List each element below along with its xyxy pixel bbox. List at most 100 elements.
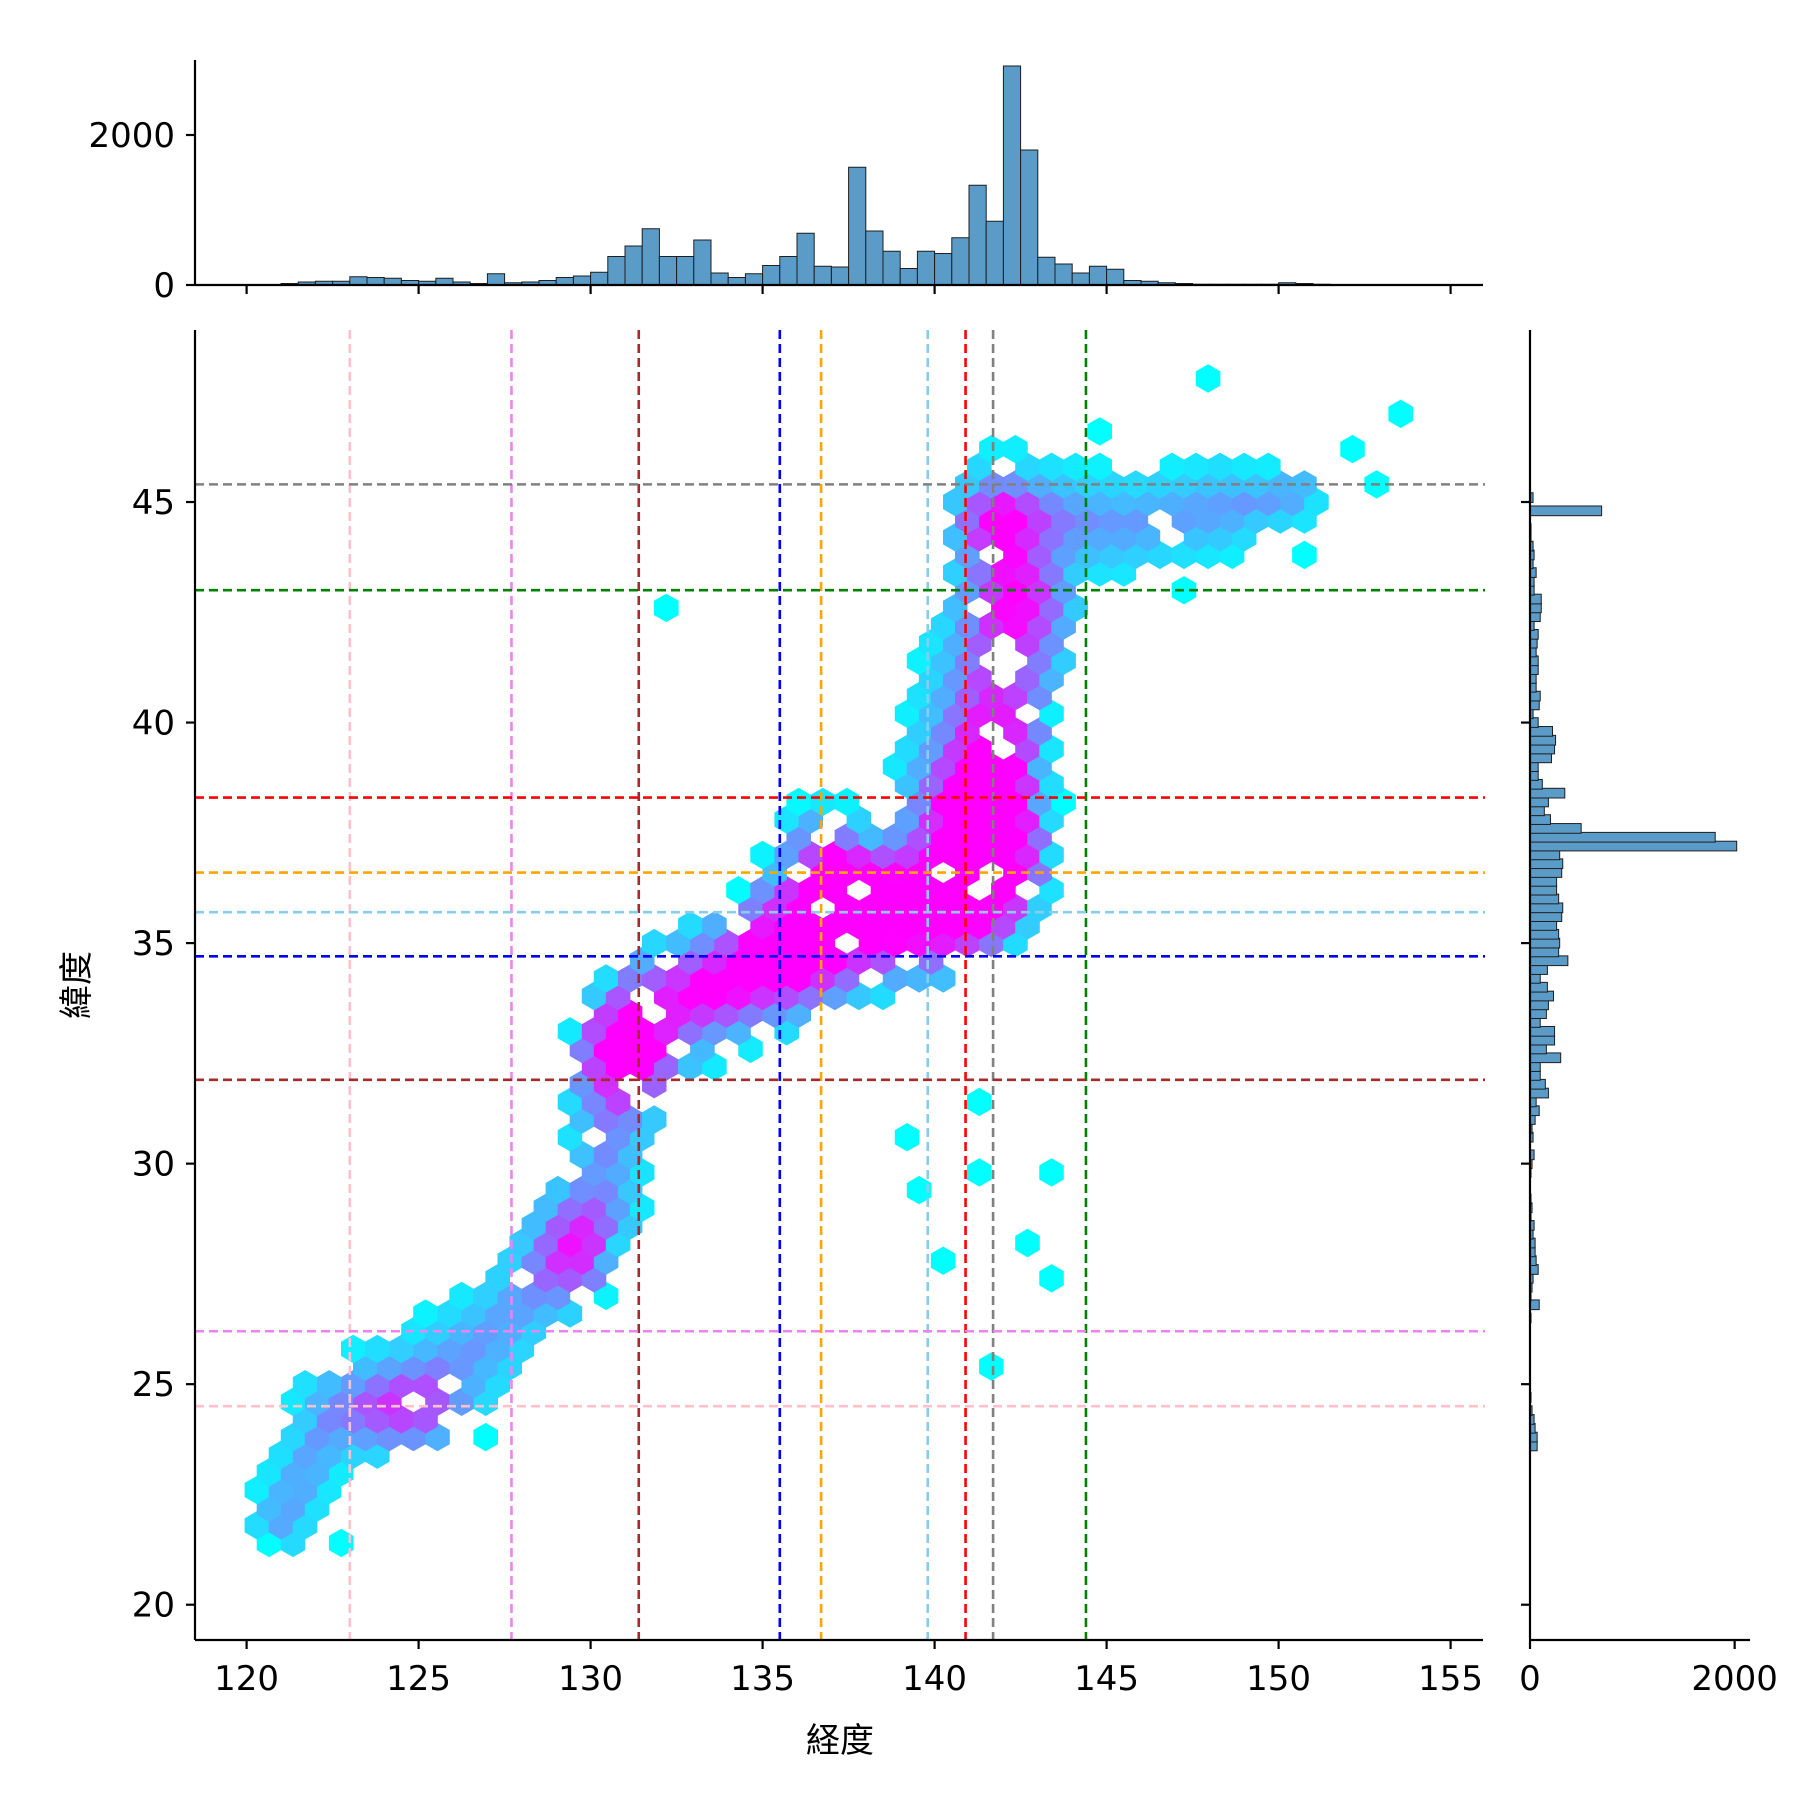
right-histogram-bar <box>1529 884 1558 896</box>
right-histogram-bar <box>1529 699 1540 711</box>
top-histogram-bar <box>813 265 832 286</box>
top-histogram-bar <box>572 275 592 286</box>
right-histogram-bar <box>1529 823 1582 834</box>
right-histogram-bar <box>1529 858 1564 870</box>
top-histogram-bar <box>1020 149 1039 286</box>
right-histogram-bar <box>1529 911 1563 922</box>
x-tick-label: 140 <box>902 1659 967 1699</box>
hex-cell <box>292 1370 318 1399</box>
y-tick-label: 35 <box>132 924 175 964</box>
hex-cell <box>1159 452 1185 481</box>
right-histogram-bar <box>1529 1017 1541 1028</box>
hex-cell <box>654 593 679 623</box>
right-histogram-bar <box>1529 611 1541 623</box>
right-histogram-bar <box>1529 1052 1562 1064</box>
right-histogram-bar <box>1529 1087 1549 1099</box>
hex-cell <box>557 1017 583 1046</box>
top-histogram-bar <box>882 250 901 286</box>
right-histogram-bar <box>1529 920 1558 931</box>
right-histogram-bar <box>1529 778 1543 790</box>
hex-cell <box>834 787 860 817</box>
right-hist-tick-label: 2000 <box>1691 1659 1778 1699</box>
top-histogram-bar <box>744 273 764 286</box>
hex-cell <box>1063 452 1088 481</box>
top-histogram-bar <box>968 184 987 286</box>
x-tick-label: 130 <box>558 1659 623 1699</box>
top-histogram-bar <box>555 277 574 286</box>
hex-cell <box>1183 452 1209 481</box>
top-histogram-bar <box>607 256 626 286</box>
top-histogram-bar <box>796 232 815 286</box>
x-tick-label: 145 <box>1074 1659 1139 1699</box>
hex-cell <box>1195 364 1221 393</box>
right-histogram-bar <box>1529 946 1560 958</box>
right-histogram-bar <box>1529 1043 1547 1055</box>
right-histogram-bar <box>1529 505 1603 517</box>
hex-cell <box>545 1175 571 1205</box>
right-histogram-bar <box>1529 902 1564 914</box>
x-tick-label: 150 <box>1246 1659 1311 1699</box>
y-tick-label: 25 <box>132 1365 175 1405</box>
x-axis-label: 経度 <box>806 1721 874 1761</box>
hex-cell <box>1256 452 1281 481</box>
x-tick-label: 155 <box>1418 1659 1483 1699</box>
hex-cell <box>906 1175 932 1205</box>
right-histogram-bar <box>1529 1264 1539 1275</box>
hex-cell <box>642 1105 667 1134</box>
top-histogram-bar <box>710 272 729 286</box>
hex-cell <box>1015 1228 1040 1258</box>
reference-lines <box>195 330 1485 1640</box>
right-histogram-bar <box>1529 955 1569 967</box>
hex-cell <box>894 1123 920 1152</box>
right-histogram-bar <box>1529 875 1558 887</box>
right-histogram-bar <box>1529 690 1541 702</box>
top-histogram-bar <box>1106 268 1125 286</box>
right-histogram-bar <box>1529 1070 1541 1081</box>
top-histogram-bar <box>676 256 695 286</box>
top-histogram-bar <box>865 230 884 286</box>
hex-cell <box>967 1158 992 1187</box>
right-histogram-bar <box>1529 928 1560 940</box>
top-histogram-bar <box>848 166 867 286</box>
right-histogram-bar <box>1529 1034 1556 1046</box>
hex-cell <box>678 911 703 940</box>
top-histogram-bar <box>830 266 850 286</box>
top-histogram-bar <box>985 220 1004 286</box>
right-histogram-bar <box>1529 761 1539 773</box>
right-histogram-bar <box>1529 752 1552 764</box>
top-histogram-bar <box>693 239 712 286</box>
top-histogram-bar <box>641 228 660 286</box>
hex-cell <box>979 434 1004 464</box>
y-tick-label: 20 <box>132 1586 175 1626</box>
x-tick-label: 125 <box>386 1659 451 1699</box>
top-histogram-bar <box>762 265 781 286</box>
right-histogram-bar <box>1529 743 1556 755</box>
hex-cell <box>1039 1264 1064 1293</box>
hex-cell <box>328 1528 354 1558</box>
hex-cell <box>979 1352 1004 1381</box>
hex-cell <box>1388 399 1413 428</box>
hex-cell <box>967 1087 992 1117</box>
right-histogram-bar <box>1529 1025 1556 1037</box>
right-histogram-bar <box>1529 981 1548 993</box>
right-histogram-bar <box>1529 893 1560 905</box>
top-histogram-bar <box>1037 256 1056 286</box>
top-histogram-bars <box>280 65 1331 286</box>
right-histogram-bar <box>1529 602 1542 614</box>
right-histogram-bar <box>1529 664 1539 675</box>
hex-cell <box>1087 417 1112 446</box>
top-histogram-bar <box>658 256 678 286</box>
axes: 120 125 130 135 140 145 150 155 20 25 30 35 40 45 0 200… <box>88 60 1778 1699</box>
hex-cell <box>1039 452 1064 481</box>
right-histogram-bar <box>1529 999 1549 1011</box>
right-histogram-bar <box>1529 1008 1547 1020</box>
hex-cell <box>593 964 619 993</box>
hex-cell <box>1003 434 1028 464</box>
hex-cell <box>726 876 751 905</box>
right-histogram-bar <box>1529 805 1545 817</box>
top-histogram-bar <box>916 250 936 286</box>
hex-cell <box>810 787 836 817</box>
right-histogram-bar <box>1529 849 1561 861</box>
hex-cell <box>702 911 727 940</box>
